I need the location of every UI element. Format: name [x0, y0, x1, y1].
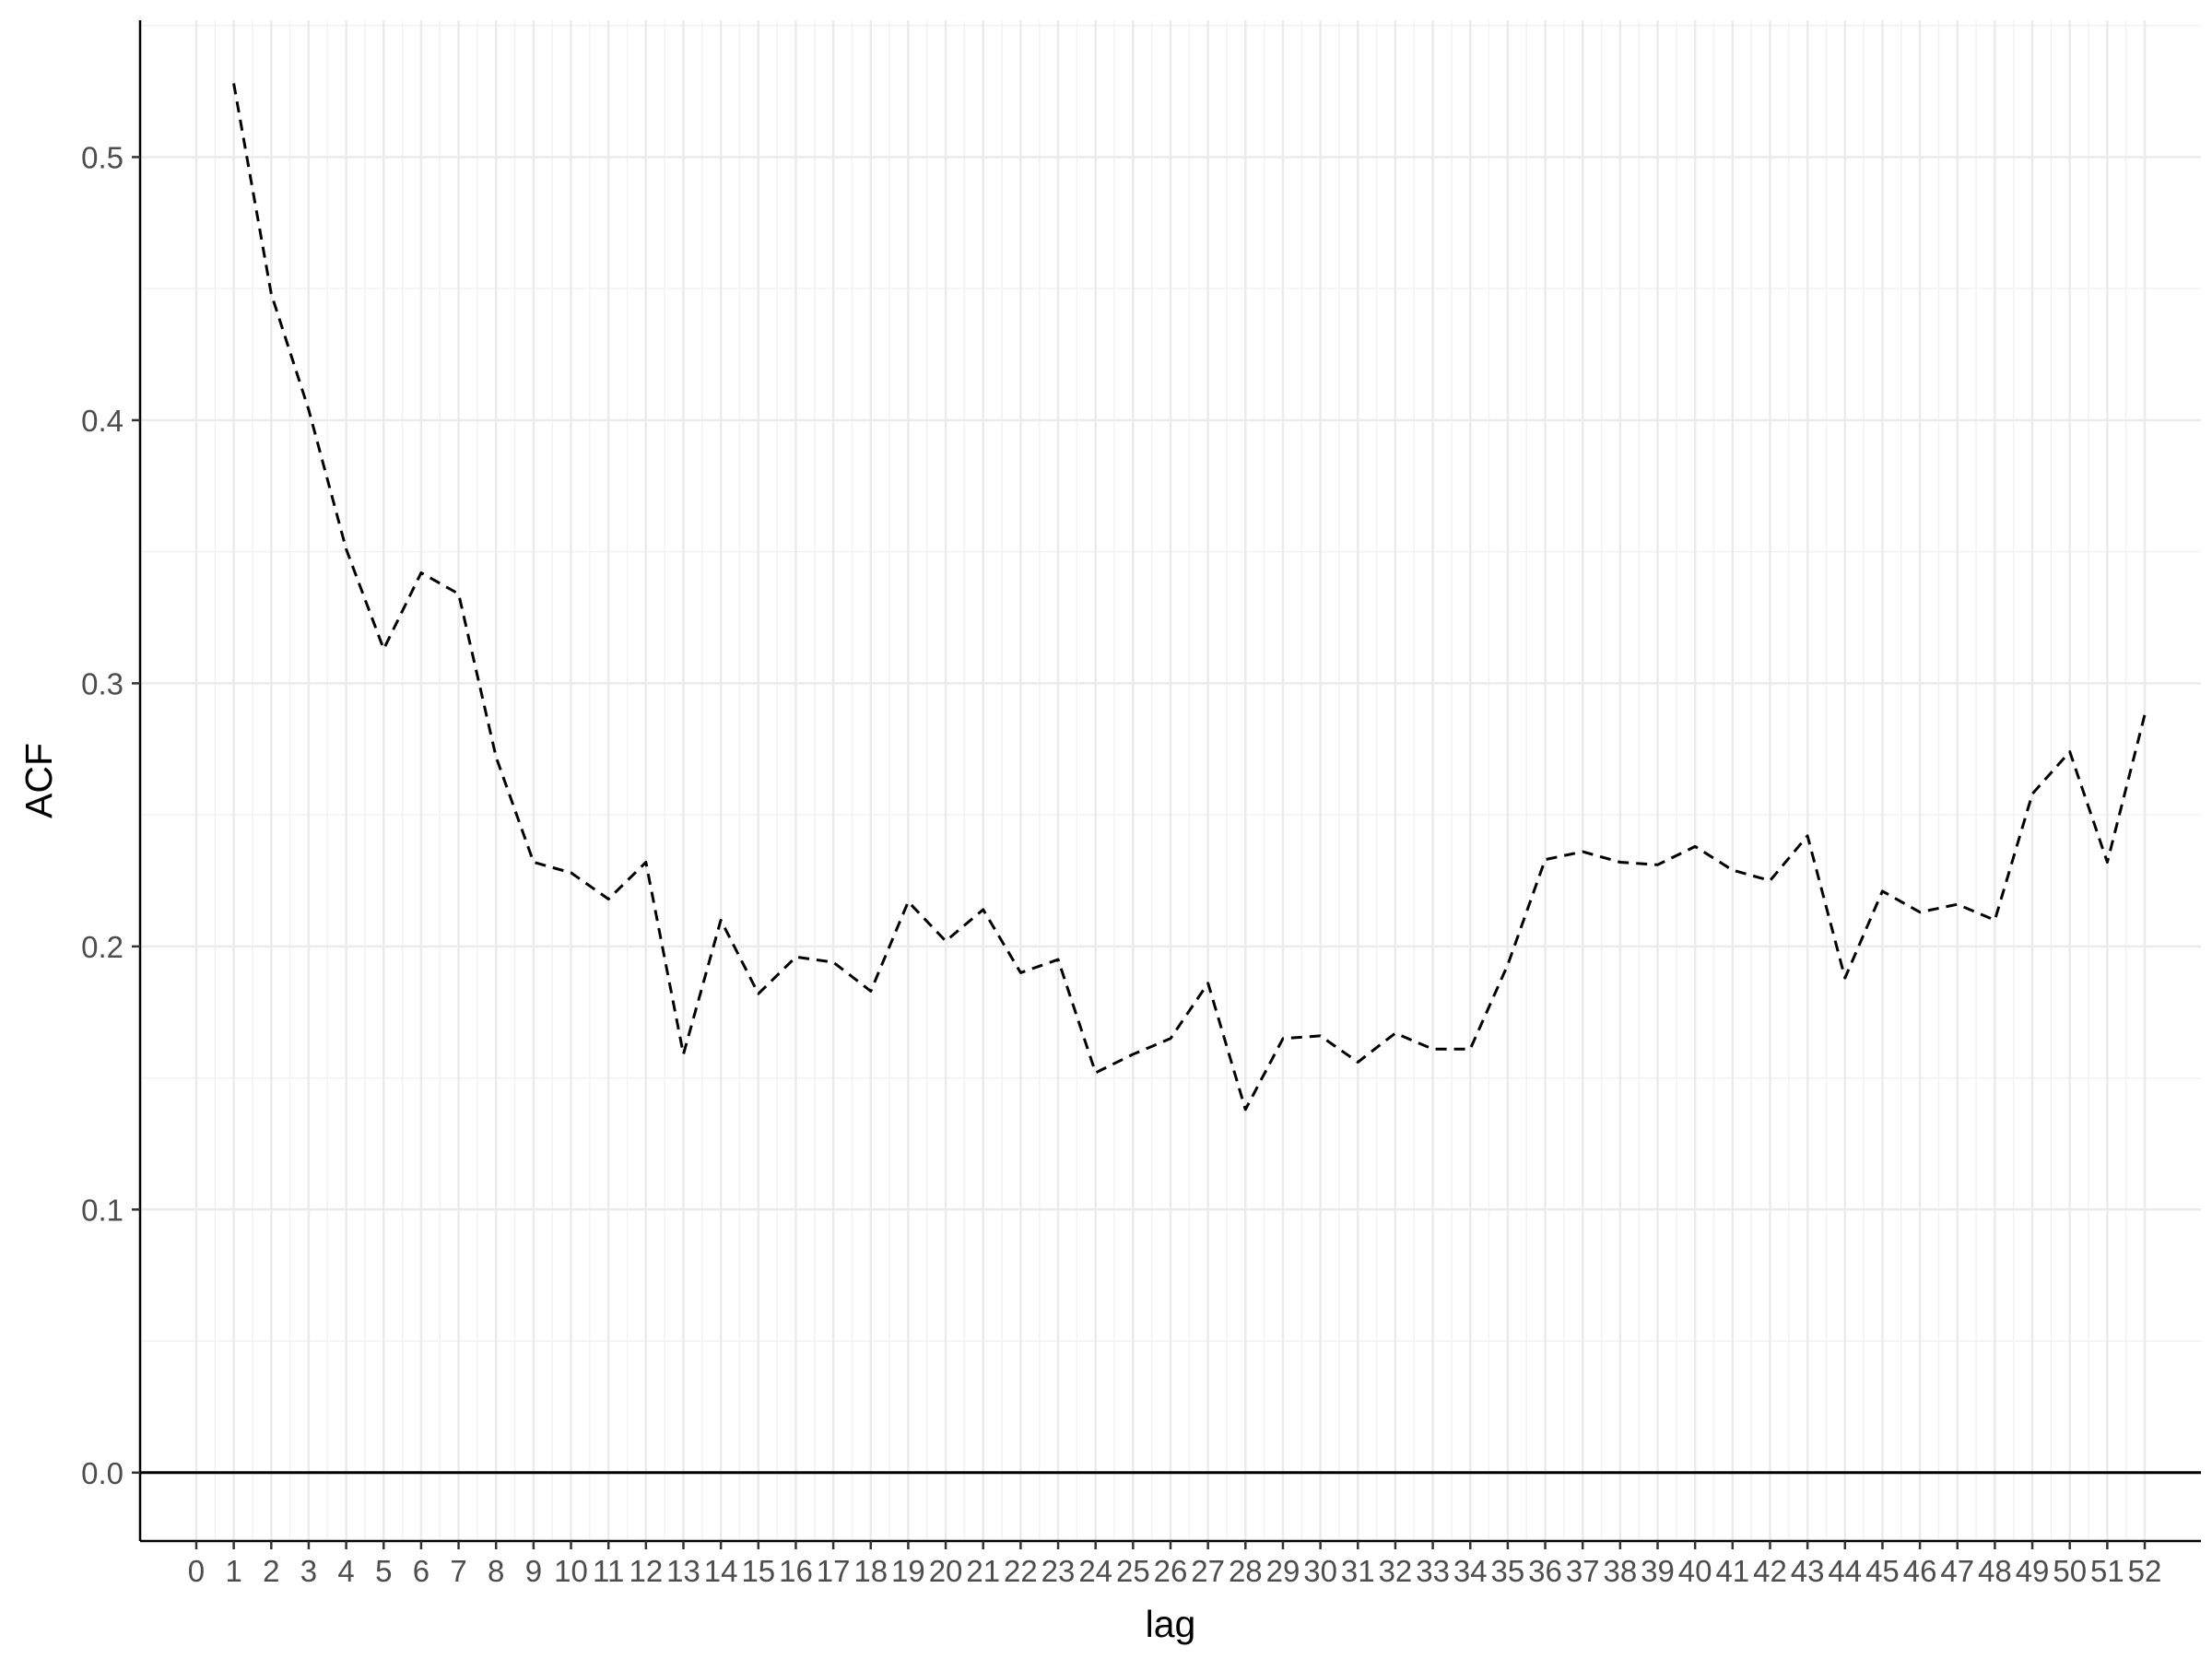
x-tick-label: 9 [525, 1554, 542, 1588]
x-tick-label: 19 [891, 1554, 925, 1588]
x-tick-label: 44 [1828, 1554, 1862, 1588]
y-tick-label: 0.4 [81, 404, 124, 438]
x-tick-label: 27 [1191, 1554, 1225, 1588]
x-tick-label: 15 [741, 1554, 775, 1588]
x-tick-label: 12 [629, 1554, 663, 1588]
x-tick-label: 2 [263, 1554, 279, 1588]
x-tick-label: 17 [817, 1554, 851, 1588]
x-tick-label: 3 [300, 1554, 317, 1588]
x-tick-label: 33 [1416, 1554, 1450, 1588]
x-tick-label: 28 [1229, 1554, 1263, 1588]
x-axis-title: lag [1146, 1603, 1196, 1645]
x-tick-label: 22 [1004, 1554, 1038, 1588]
x-tick-label: 5 [375, 1554, 392, 1588]
y-tick-label: 0.2 [81, 930, 124, 964]
acf-series-line [232, 83, 2147, 1112]
x-tick-label: 26 [1154, 1554, 1188, 1588]
x-tick-label: 10 [554, 1554, 588, 1588]
x-tick-label: 18 [853, 1554, 888, 1588]
x-tick-label: 42 [1753, 1554, 1787, 1588]
x-tick-label: 0 [188, 1554, 205, 1588]
x-tick-label: 16 [779, 1554, 813, 1588]
x-tick-label: 46 [1903, 1554, 1937, 1588]
x-tick-label: 47 [1940, 1554, 1974, 1588]
x-tick-label: 35 [1491, 1554, 1525, 1588]
x-tick-label: 36 [1528, 1554, 1562, 1588]
x-tick-label: 29 [1266, 1554, 1300, 1588]
minor-gridlines [140, 20, 2201, 1541]
x-tick-label: 45 [1865, 1554, 1900, 1588]
x-tick-label: 34 [1453, 1554, 1488, 1588]
x-axis-ticks: 0 1 2 3 4 5 6 7 8 9 10 11 12 13 14 15 16 17 18 19 20 21 22 23 24… [188, 1541, 2162, 1588]
x-tick-label: 51 [2090, 1554, 2124, 1588]
x-tick-label: 4 [337, 1554, 354, 1588]
x-tick-label: 38 [1603, 1554, 1637, 1588]
x-tick-label: 50 [2053, 1554, 2087, 1588]
y-tick-label: 0.3 [81, 666, 124, 700]
y-tick-label: 0.0 [81, 1456, 124, 1490]
x-tick-label: 11 [593, 1554, 624, 1588]
y-axis-ticks: 0.0 0.1 0.2 0.3 0.4 0.5 [81, 140, 140, 1490]
x-tick-label: 43 [1791, 1554, 1825, 1588]
x-tick-label: 39 [1641, 1554, 1675, 1588]
x-tick-label: 48 [1978, 1554, 2012, 1588]
x-tick-label: 21 [966, 1554, 1000, 1588]
y-axis-title: ACF [18, 743, 60, 818]
x-tick-label: 37 [1566, 1554, 1600, 1588]
x-tick-label: 1 [225, 1554, 241, 1588]
y-tick-label: 0.1 [81, 1193, 124, 1227]
x-tick-label: 7 [450, 1554, 466, 1588]
x-tick-label: 13 [666, 1554, 700, 1588]
x-tick-label: 30 [1303, 1554, 1337, 1588]
x-tick-label: 41 [1715, 1554, 1749, 1588]
x-tick-label: 52 [2128, 1554, 2162, 1588]
x-tick-label: 14 [704, 1554, 738, 1588]
y-tick-label: 0.5 [81, 140, 124, 174]
x-tick-label: 49 [2016, 1554, 2050, 1588]
x-tick-label: 32 [1379, 1554, 1413, 1588]
x-tick-label: 25 [1116, 1554, 1150, 1588]
x-tick-label: 20 [929, 1554, 963, 1588]
x-tick-label: 6 [413, 1554, 429, 1588]
x-tick-label: 24 [1078, 1554, 1112, 1588]
x-tick-label: 31 [1341, 1554, 1375, 1588]
x-tick-label: 40 [1678, 1554, 1712, 1588]
x-tick-label: 23 [1041, 1554, 1076, 1588]
x-tick-label: 8 [488, 1554, 504, 1588]
major-gridlines [140, 20, 2201, 1541]
